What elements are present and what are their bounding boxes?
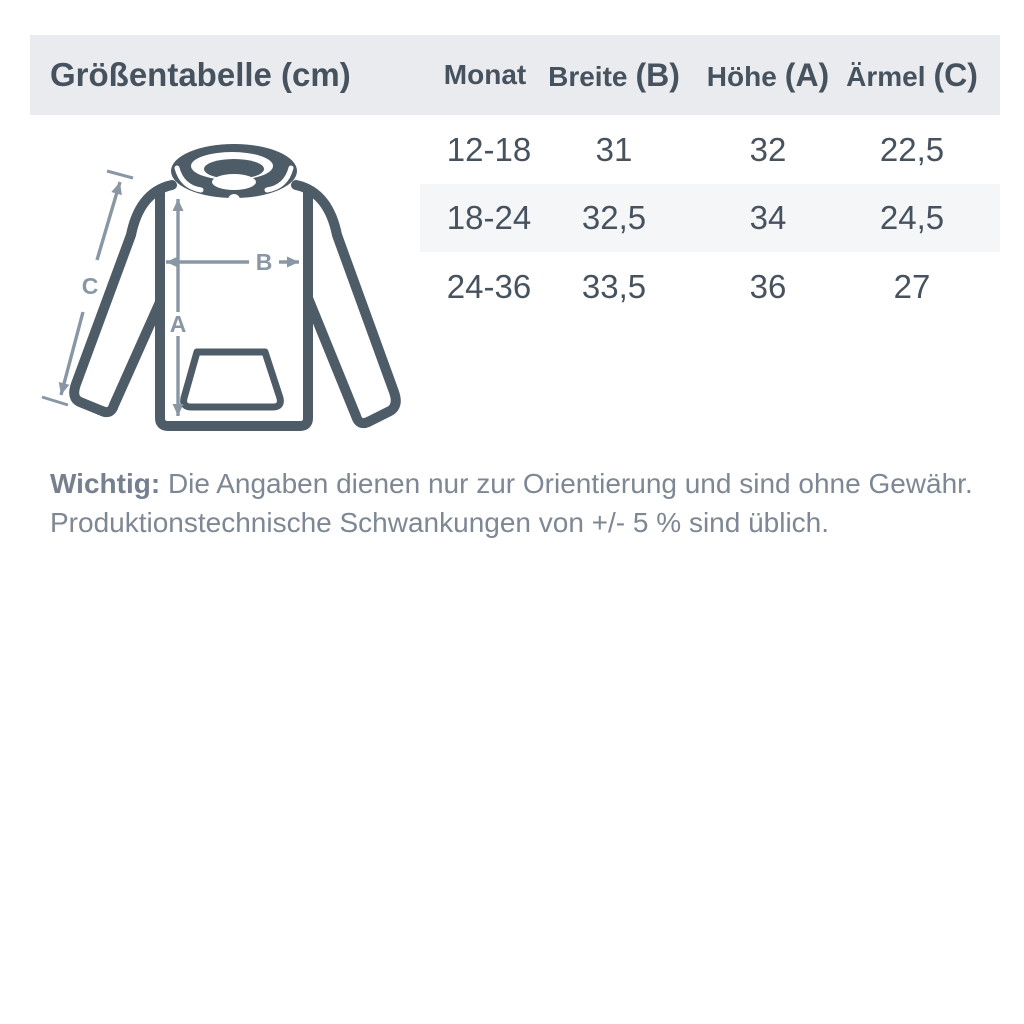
- sleeve-arrow-tick: [106, 169, 134, 180]
- cell-breite: 31: [595, 130, 633, 168]
- column-header-aermel: Ärmel (C): [846, 57, 978, 94]
- cell-hoehe: 34: [749, 199, 787, 236]
- sleeve-arrow-tick: [41, 395, 69, 407]
- pocket-outline: [180, 348, 284, 411]
- disclaimer-label: Wichtig:: [50, 468, 161, 499]
- hood-icon: [171, 144, 297, 206]
- column-label: Monat: [443, 59, 527, 90]
- cell-breite: 33,5: [581, 267, 647, 305]
- disclaimer-line-2: Produktionstechnische Schwankungen von +…: [50, 507, 830, 538]
- column-paren: (B): [635, 56, 680, 93]
- hoodie-measurement-diagram: A B C: [41, 144, 401, 431]
- sleeve-arrow: [58, 311, 85, 396]
- cell-breite: 32,5: [581, 199, 647, 236]
- disclaimer-line-1: Wichtig: Die Angaben dienen nur zur Orie…: [50, 464, 980, 503]
- label-height: A: [170, 311, 187, 337]
- row-cells: 18-24 32,5 34 24,5: [420, 184, 1000, 252]
- disclaimer-note: Wichtig: Die Angaben dienen nur zur Orie…: [50, 464, 980, 542]
- cell-hoehe: 32: [749, 130, 787, 168]
- measurement-arrows: [41, 169, 299, 416]
- sleeve-arrow: [95, 181, 122, 261]
- table-row: 18-24 32,5 34 24,5: [30, 184, 1000, 252]
- column-header-monat: Monat: [420, 59, 558, 91]
- measurement-labels: A B C: [82, 249, 273, 337]
- column-paren: (C): [933, 56, 978, 93]
- cell-monat: 24-36: [446, 267, 532, 305]
- cell-aermel: 24,5: [879, 199, 945, 236]
- table-header-cells: Monat Breite (B) Höhe (A) Ärmel (C): [420, 35, 1000, 115]
- column-label: Höhe: [706, 60, 777, 92]
- column-header-hoehe: Höhe (A): [670, 57, 866, 94]
- hoodie-body-outline: [69, 180, 401, 431]
- cell-hoehe: 36: [749, 267, 787, 305]
- label-sleeve: C: [82, 273, 99, 299]
- table-row: 12-18 31 32 22,5: [30, 115, 1000, 184]
- row-cells: 12-18 31 32 22,5: [420, 115, 1000, 184]
- table-header-row: Größentabelle (cm) Monat Breite (B) Höhe(…: [30, 35, 1000, 115]
- column-header-breite: Breite (B): [548, 57, 680, 94]
- row-cells: 24-36 33,5 36 27: [420, 252, 1000, 321]
- cell-aermel: 27: [893, 267, 931, 305]
- disclaimer-text: Die Angaben dienen nur zur Orientierung …: [167, 468, 973, 499]
- table-row: 24-36 33,5 36 27: [30, 252, 1000, 321]
- cell-monat: 18-24: [446, 199, 532, 236]
- cell-aermel: 22,5: [879, 130, 945, 168]
- column-label: Breite: [548, 60, 628, 92]
- label-width: B: [256, 249, 273, 275]
- cell-monat: 12-18: [446, 130, 532, 168]
- column-label: Ärmel: [846, 60, 926, 92]
- page-title: Größentabelle (cm): [50, 56, 351, 93]
- size-table: Größentabelle (cm) Monat Breite (B) Höhe(…: [30, 35, 1000, 321]
- column-paren: (A): [784, 56, 830, 93]
